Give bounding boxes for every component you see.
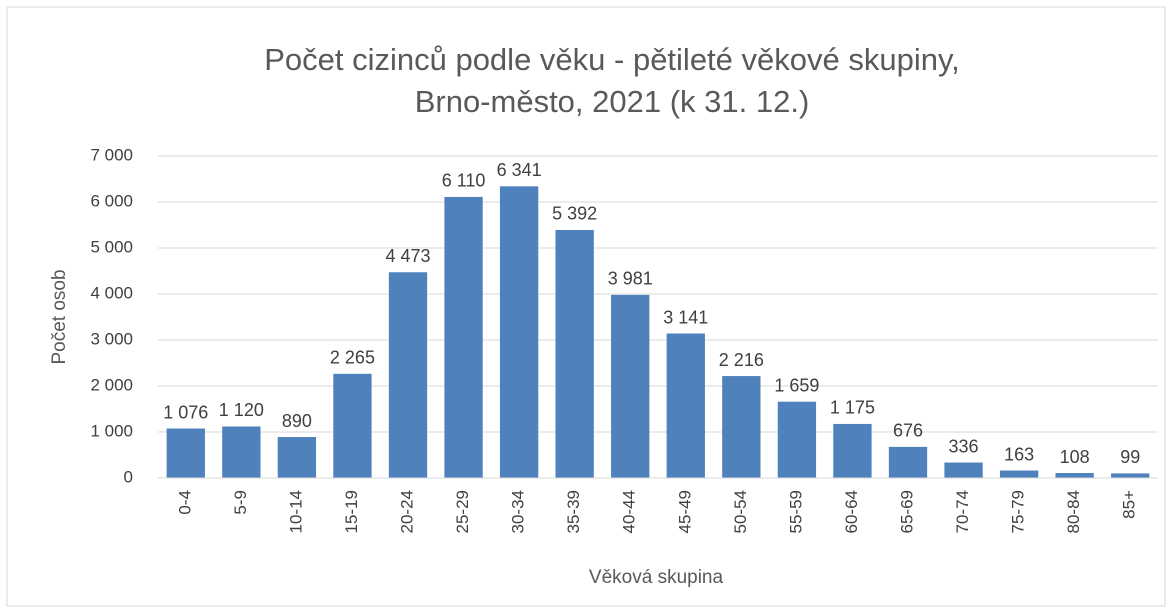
x-tick-label: 70-74: [953, 490, 972, 533]
x-tick-label: 15-19: [342, 490, 361, 533]
bar: [833, 423, 872, 478]
bar: [777, 401, 817, 478]
data-label: 890: [282, 411, 312, 431]
bar: [944, 462, 983, 478]
x-tick-label: 75-79: [1009, 490, 1028, 533]
x-tick-label: 50-54: [731, 490, 750, 533]
chart-title: Brno-město, 2021 (k 31. 12.): [415, 84, 810, 119]
data-label: 4 473: [385, 246, 430, 266]
y-tick-label: 6 000: [90, 191, 133, 210]
y-tick-label: 0: [124, 467, 133, 486]
x-tick-label: 20-24: [397, 490, 416, 533]
bar: [444, 196, 483, 478]
x-axis-title: Věková skupina: [589, 567, 724, 588]
data-label: 2 265: [330, 348, 375, 368]
y-tick-label: 2 000: [90, 375, 133, 394]
bar: [333, 373, 372, 478]
x-tick-label: 35-39: [564, 490, 583, 533]
y-tick-label: 1 000: [90, 421, 133, 440]
x-tick-label: 45-49: [675, 490, 694, 533]
x-tick-label: 0-4: [175, 490, 194, 515]
data-label: 6 110: [442, 171, 486, 191]
x-tick-label: 40-44: [620, 490, 639, 533]
data-label: 1 120: [219, 400, 264, 420]
data-label: 676: [893, 421, 923, 441]
data-label: 2 216: [719, 350, 764, 370]
x-tick-label: 60-64: [842, 490, 861, 533]
y-tick-label: 4 000: [90, 283, 133, 302]
data-label: 163: [1004, 444, 1034, 464]
x-tick-label: 80-84: [1064, 490, 1083, 533]
bar: [388, 272, 428, 478]
bar: [888, 446, 928, 478]
data-label: 108: [1060, 447, 1090, 467]
data-label: 1 076: [163, 402, 208, 422]
bar: [611, 294, 650, 478]
y-axis-title: Počet osob: [49, 269, 70, 364]
data-label: 1 175: [830, 398, 875, 418]
data-label: 3 141: [663, 307, 708, 327]
bar: [277, 437, 317, 478]
y-tick-label: 7 000: [90, 145, 133, 164]
y-tick-label: 3 000: [90, 329, 133, 348]
x-tick-label: 30-34: [509, 490, 528, 533]
x-tick-label: 10-14: [286, 490, 305, 533]
chart-title: Počet cizinců podle věku - pětileté věko…: [264, 42, 960, 77]
data-label: 99: [1120, 447, 1140, 467]
x-tick-label: 65-69: [897, 490, 916, 533]
data-label: 1 659: [774, 375, 819, 395]
bar: [555, 229, 594, 478]
bar: [722, 376, 761, 478]
data-label: 6 341: [497, 160, 542, 180]
data-label: 3 981: [608, 269, 653, 289]
data-label: 336: [949, 436, 979, 456]
bar: [666, 333, 705, 478]
bar: [999, 470, 1039, 478]
bar: [1055, 473, 1094, 478]
x-tick-label: 5-9: [231, 490, 250, 515]
bar: [222, 426, 261, 478]
bar: [166, 428, 205, 478]
x-tick-label: 85+: [1120, 490, 1139, 519]
x-tick-label: 25-29: [453, 490, 472, 533]
x-tick-label: 55-59: [786, 490, 805, 533]
bar: [499, 186, 539, 478]
data-label: 5 392: [552, 204, 597, 224]
bar: [1111, 473, 1150, 478]
y-tick-label: 5 000: [90, 237, 133, 256]
